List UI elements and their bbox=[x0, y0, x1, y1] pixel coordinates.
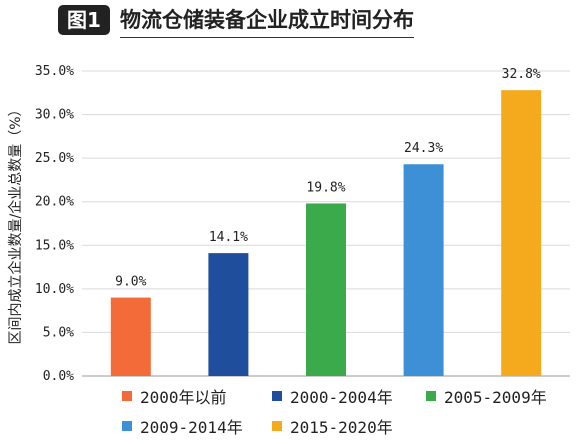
data-label: 14.1% bbox=[209, 230, 248, 245]
y-tick-label: 10.0% bbox=[35, 282, 74, 297]
y-tick-label: 25.0% bbox=[35, 151, 74, 166]
y-tick-label: 0.0% bbox=[43, 369, 74, 384]
y-tick-label: 15.0% bbox=[35, 238, 74, 253]
bar bbox=[501, 90, 542, 377]
figure-badge: 图1 bbox=[58, 5, 110, 35]
bar bbox=[306, 203, 346, 376]
data-label: 24.3% bbox=[404, 141, 443, 156]
bar bbox=[403, 164, 444, 376]
y-axis-label: 区间内成立企业数量/企业总数量（%） bbox=[7, 102, 24, 344]
y-tick-label: 30.0% bbox=[35, 108, 74, 123]
data-label: 19.8% bbox=[306, 180, 345, 195]
data-label: 9.0% bbox=[115, 275, 146, 290]
y-tick-label: 5.0% bbox=[43, 325, 74, 340]
y-tick-label: 20.0% bbox=[35, 195, 74, 210]
bar bbox=[110, 297, 151, 376]
y-tick-label: 35.0% bbox=[35, 64, 74, 79]
data-label: 32.8% bbox=[502, 67, 541, 82]
bar bbox=[208, 253, 249, 376]
chart-title: 物流仓储装备企业成立时间分布 bbox=[120, 6, 414, 38]
chart-header: 图1 物流仓储装备企业成立时间分布 bbox=[0, 0, 583, 44]
